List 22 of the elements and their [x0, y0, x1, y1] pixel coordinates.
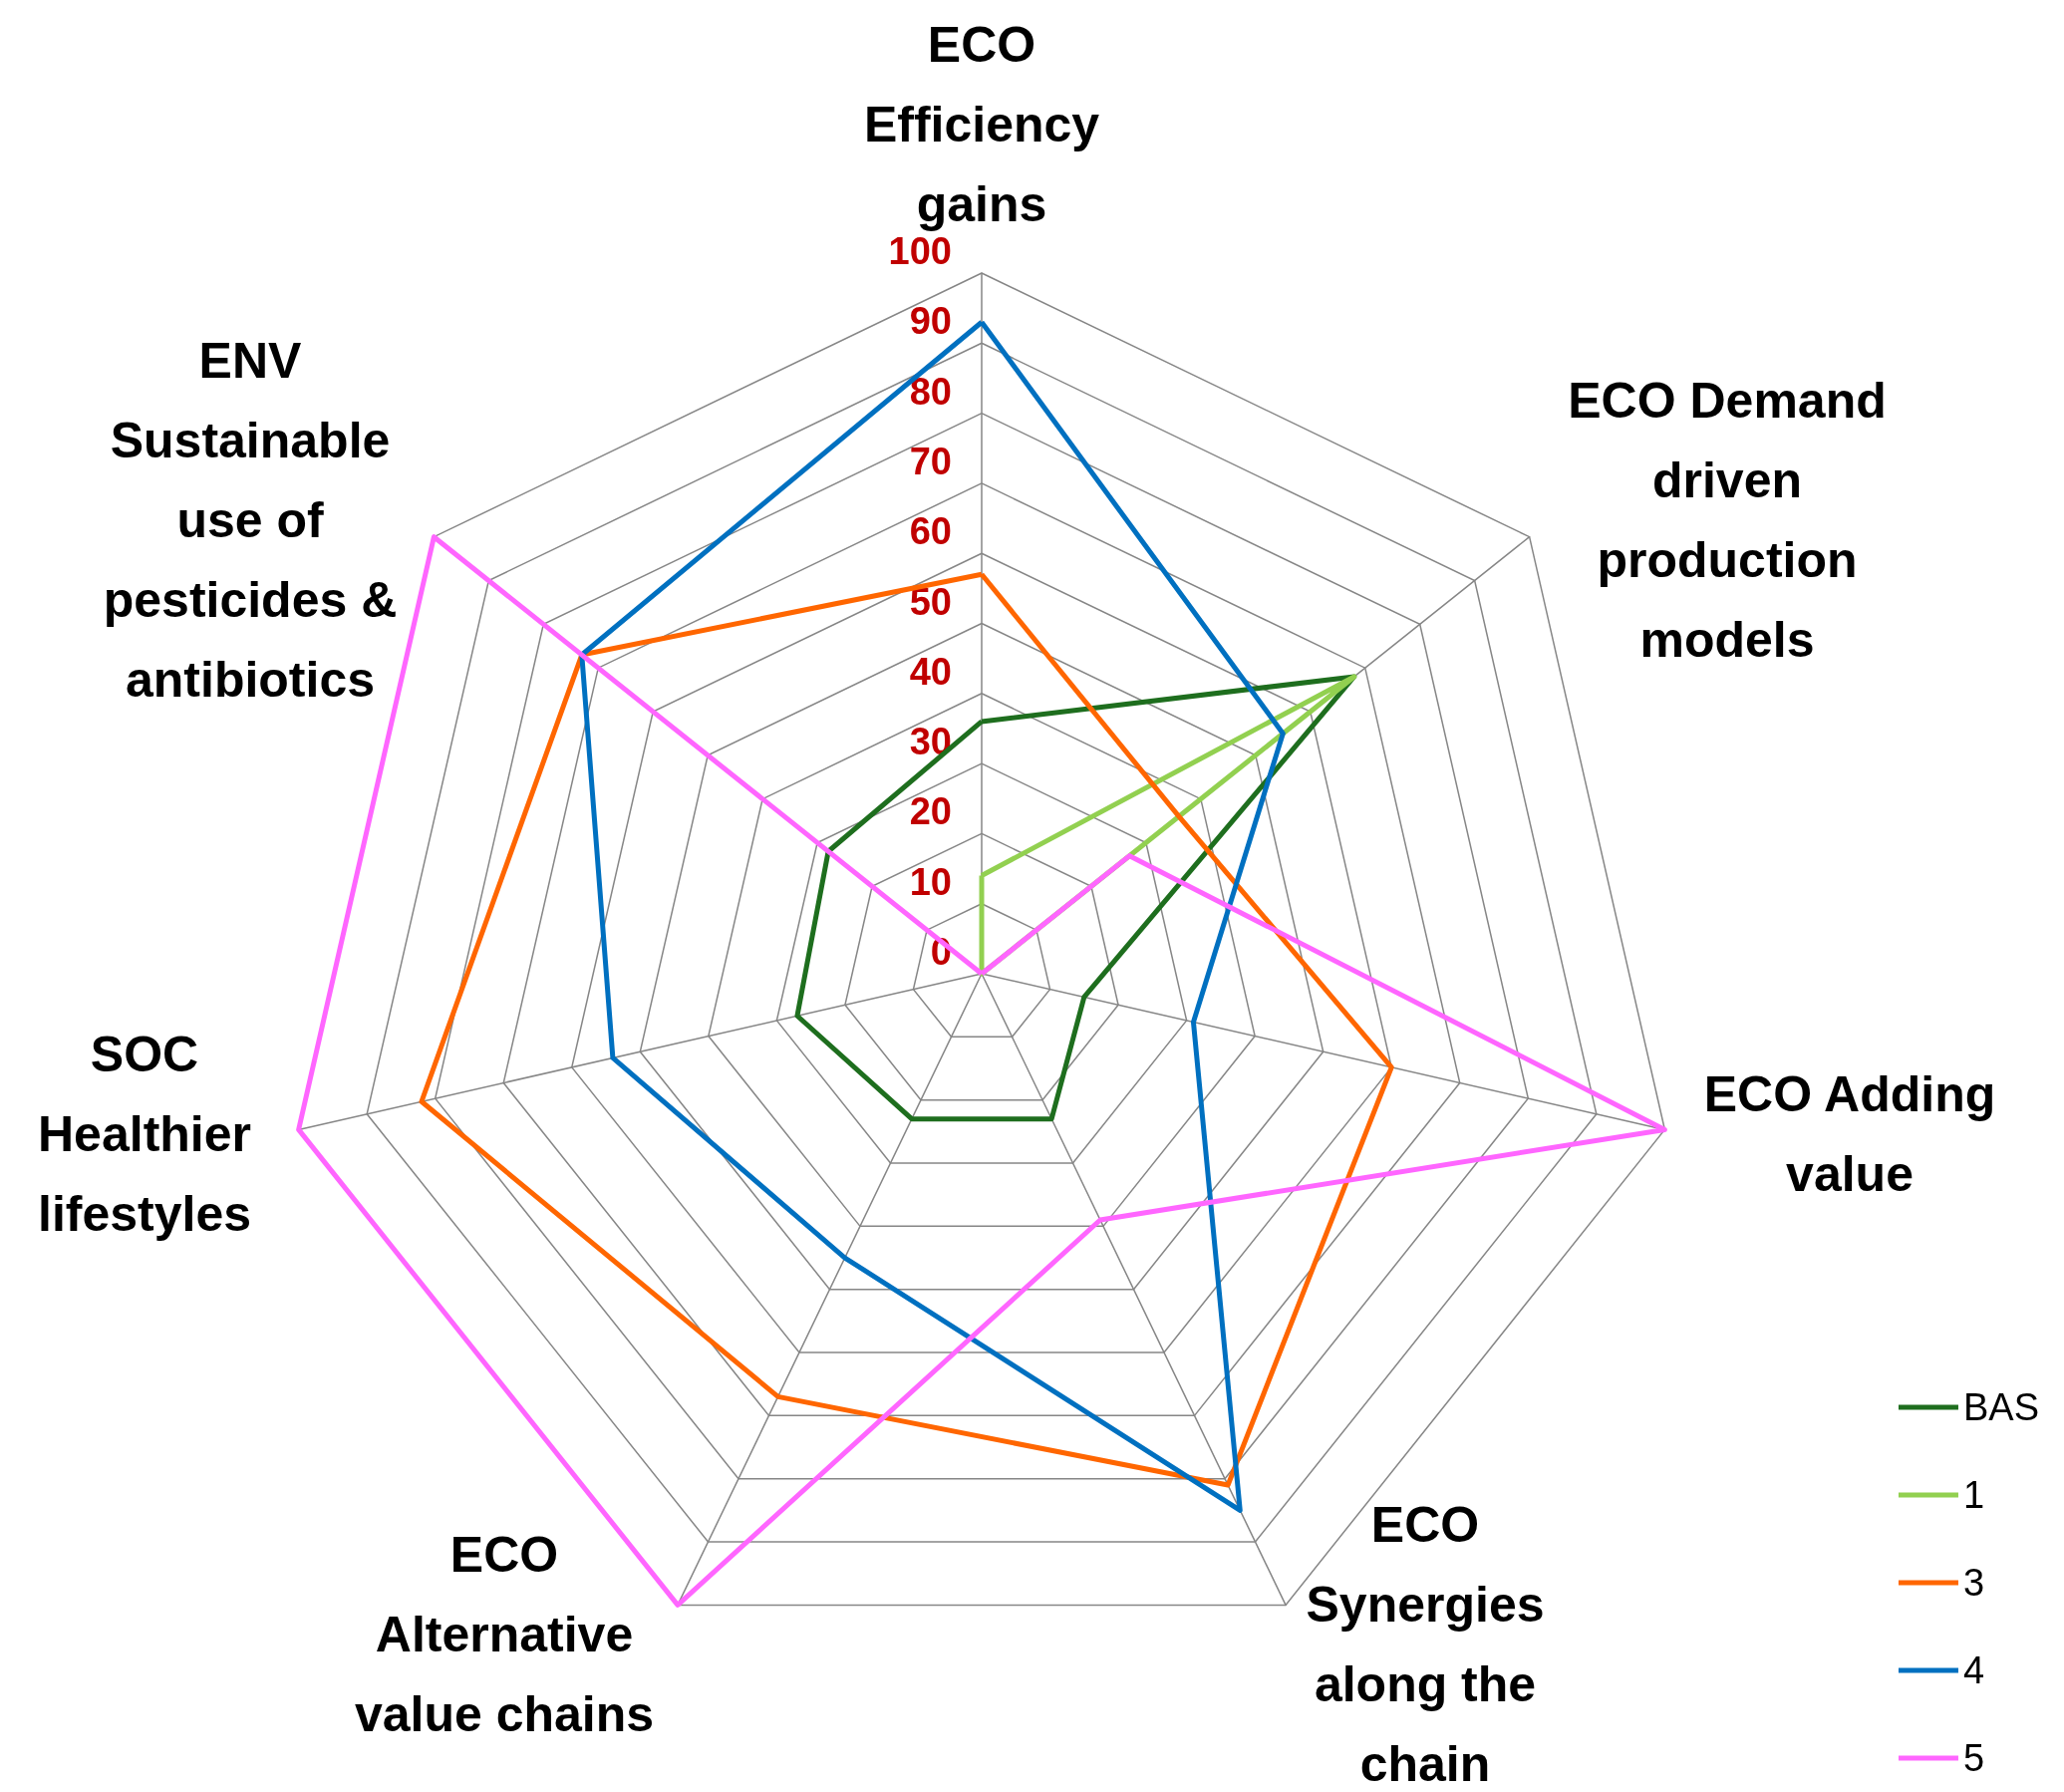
y-tick-label: 80: [909, 370, 952, 413]
legend-label: 1: [1962, 1474, 1985, 1516]
spoke-label: ECO Efficiency gains: [863, 17, 1100, 232]
spoke-label: ECO Alternative value chains: [354, 1527, 655, 1742]
y-tick-label: 10: [909, 860, 952, 903]
spoke-label: ECO Adding value: [1703, 1066, 1996, 1202]
spoke-label: ECO Demand driven production models: [1568, 373, 1887, 668]
y-tick-label: 20: [909, 790, 952, 833]
y-tick-label: 100: [888, 230, 952, 272]
y-tick-label: 90: [909, 300, 952, 343]
spoke-label: SOC Healthier lifestyles: [37, 1027, 252, 1242]
y-tick-label: 70: [909, 440, 952, 482]
y-tick-label: 50: [909, 580, 952, 623]
y-tick-label: 30: [909, 721, 952, 763]
y-tick-label: 60: [909, 510, 952, 553]
spoke-label: ENV Sustainable use of pesticides & antibiotics: [103, 333, 398, 708]
spoke-label: ECO Synergies along the chain: [1306, 1497, 1545, 1792]
y-tick-label: 40: [909, 650, 952, 693]
legend-label: 5: [1962, 1737, 1985, 1779]
legend-label: 4: [1962, 1649, 1985, 1691]
legend-label: 3: [1962, 1562, 1985, 1604]
legend-label: BAS: [1962, 1386, 2040, 1428]
